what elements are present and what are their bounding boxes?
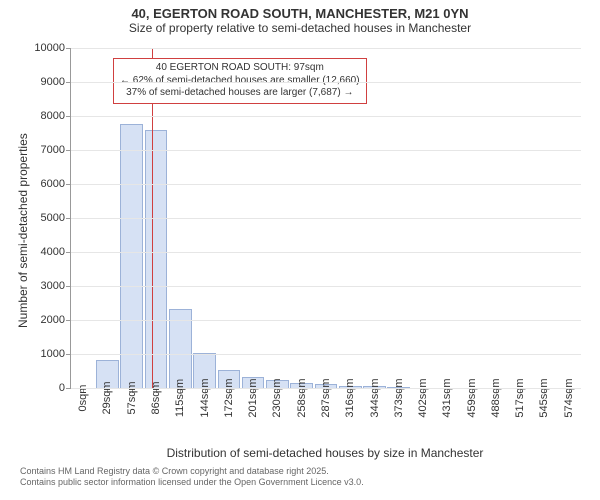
ytick-label: 0 xyxy=(59,382,71,394)
x-axis-label: Distribution of semi-detached houses by … xyxy=(70,446,580,460)
xtick-label: 115sqm xyxy=(174,379,186,417)
xtick-label: 172sqm xyxy=(223,378,235,417)
annotation-box: 40 EGERTON ROAD SOUTH: 97sqm← 62% of sem… xyxy=(113,58,367,104)
xtick-label: 144sqm xyxy=(199,378,211,417)
xtick-label: 230sqm xyxy=(271,378,283,417)
annotation-line: 37% of semi-detached houses are larger (… xyxy=(120,87,360,100)
xtick-label: 545sqm xyxy=(538,378,550,417)
gridline xyxy=(71,82,581,83)
attribution: Contains HM Land Registry data © Crown c… xyxy=(20,466,364,488)
ytick-label: 1000 xyxy=(41,348,71,360)
histogram-bar xyxy=(145,130,168,388)
ytick-label: 4000 xyxy=(41,246,71,258)
ytick-label: 9000 xyxy=(41,76,71,88)
gridline xyxy=(71,116,581,117)
annotation-line: ← 62% of semi-detached houses are smalle… xyxy=(120,75,360,88)
xtick-label: 431sqm xyxy=(441,378,453,417)
xtick-label: 488sqm xyxy=(490,378,502,417)
gridline xyxy=(71,354,581,355)
xtick-label: 517sqm xyxy=(514,378,526,417)
chart-container: 40, EGERTON ROAD SOUTH, MANCHESTER, M21 … xyxy=(0,0,600,500)
gridline xyxy=(71,184,581,185)
attribution-line: Contains public sector information licen… xyxy=(20,477,364,488)
xtick-label: 344sqm xyxy=(369,378,381,417)
gridline xyxy=(71,286,581,287)
plot-area: 0sqm29sqm57sqm86sqm115sqm144sqm172sqm201… xyxy=(70,48,581,389)
xtick-label: 29sqm xyxy=(101,381,113,414)
xtick-label: 459sqm xyxy=(466,378,478,417)
annotation-line: 40 EGERTON ROAD SOUTH: 97sqm xyxy=(120,62,360,75)
gridline xyxy=(71,150,581,151)
y-axis-label: Number of semi-detached properties xyxy=(16,133,30,328)
histogram-bar xyxy=(120,124,143,389)
gridline xyxy=(71,48,581,49)
ytick-label: 8000 xyxy=(41,110,71,122)
xtick-label: 373sqm xyxy=(393,378,405,417)
xtick-label: 316sqm xyxy=(344,378,356,417)
gridline xyxy=(71,320,581,321)
xtick-label: 574sqm xyxy=(563,378,575,417)
ytick-label: 2000 xyxy=(41,314,71,326)
ytick-label: 10000 xyxy=(34,42,71,54)
xtick-label: 402sqm xyxy=(417,378,429,417)
chart-title: 40, EGERTON ROAD SOUTH, MANCHESTER, M21 … xyxy=(0,0,600,21)
ytick-label: 7000 xyxy=(41,144,71,156)
xtick-label: 201sqm xyxy=(247,378,259,417)
gridline xyxy=(71,218,581,219)
ytick-label: 3000 xyxy=(41,280,71,292)
ytick-label: 5000 xyxy=(41,212,71,224)
chart-subtitle: Size of property relative to semi-detach… xyxy=(0,21,600,35)
gridline xyxy=(71,252,581,253)
xtick-label: 258sqm xyxy=(296,378,308,417)
attribution-line: Contains HM Land Registry data © Crown c… xyxy=(20,466,364,477)
gridline xyxy=(71,388,581,389)
xtick-label: 57sqm xyxy=(126,381,138,414)
xtick-label: 287sqm xyxy=(320,378,332,417)
ytick-label: 6000 xyxy=(41,178,71,190)
